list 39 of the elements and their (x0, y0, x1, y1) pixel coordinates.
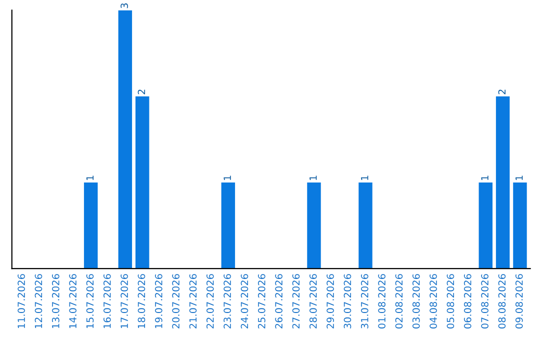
x-tick-label: 20.07.2026 (172, 274, 180, 328)
x-tick-label: 17.07.2026 (120, 274, 128, 328)
x-tick-label: 03.08.2026 (412, 274, 420, 328)
x-tick-label: 19.07.2026 (154, 274, 162, 328)
x-tick-label: 28.07.2026 (309, 274, 317, 328)
x-tick-label: 29.07.2026 (326, 274, 334, 328)
data-label: 1 (310, 176, 317, 180)
x-tick-label: 07.08.2026 (481, 274, 488, 328)
x-tick-label: 01.08.2026 (378, 274, 386, 328)
data-label: 2 (138, 90, 146, 94)
x-tick-label: 14.07.2026 (69, 274, 76, 328)
x-tick-label: 25.07.2026 (258, 274, 266, 328)
x-tick-label: 11.07.2026 (18, 274, 25, 328)
data-label: 1 (361, 176, 368, 180)
x-tick-label: 24.07.2026 (240, 274, 248, 328)
x-tick-label: 09.08.2026 (515, 274, 523, 328)
x-tick-label: 04.08.2026 (430, 274, 437, 328)
x-tick-label: 23.07.2026 (224, 274, 231, 328)
data-label: 2 (498, 90, 506, 94)
x-tick-label: 27.07.2026 (292, 274, 300, 328)
x-tick-label: 26.07.2026 (275, 274, 282, 328)
data-label: 1 (86, 176, 94, 180)
data-label: 1 (224, 176, 231, 180)
x-tick-label: 30.07.2026 (344, 274, 352, 328)
x-tick-label: 02.08.2026 (395, 274, 403, 328)
x-tick-label: 06.08.2026 (464, 274, 472, 328)
x-tick-label: 13.07.2026 (52, 274, 60, 328)
x-tick-label: 31.07.2026 (360, 274, 368, 328)
x-tick-label: 22.07.2026 (206, 274, 214, 328)
x-tick-label: 16.07.2026 (103, 274, 111, 328)
x-tick-label: 15.07.2026 (86, 274, 94, 328)
data-label: 1 (481, 176, 488, 180)
data-label: 3 (120, 3, 128, 8)
x-tick-label: 18.07.2026 (138, 274, 146, 328)
x-tick-label: 21.07.2026 (189, 274, 197, 328)
x-tick-label: 08.08.2026 (498, 274, 506, 328)
x-tick-label: 05.08.2026 (446, 274, 454, 328)
x-tick-label: 12.07.2026 (34, 274, 42, 328)
data-label: 1 (516, 176, 523, 180)
